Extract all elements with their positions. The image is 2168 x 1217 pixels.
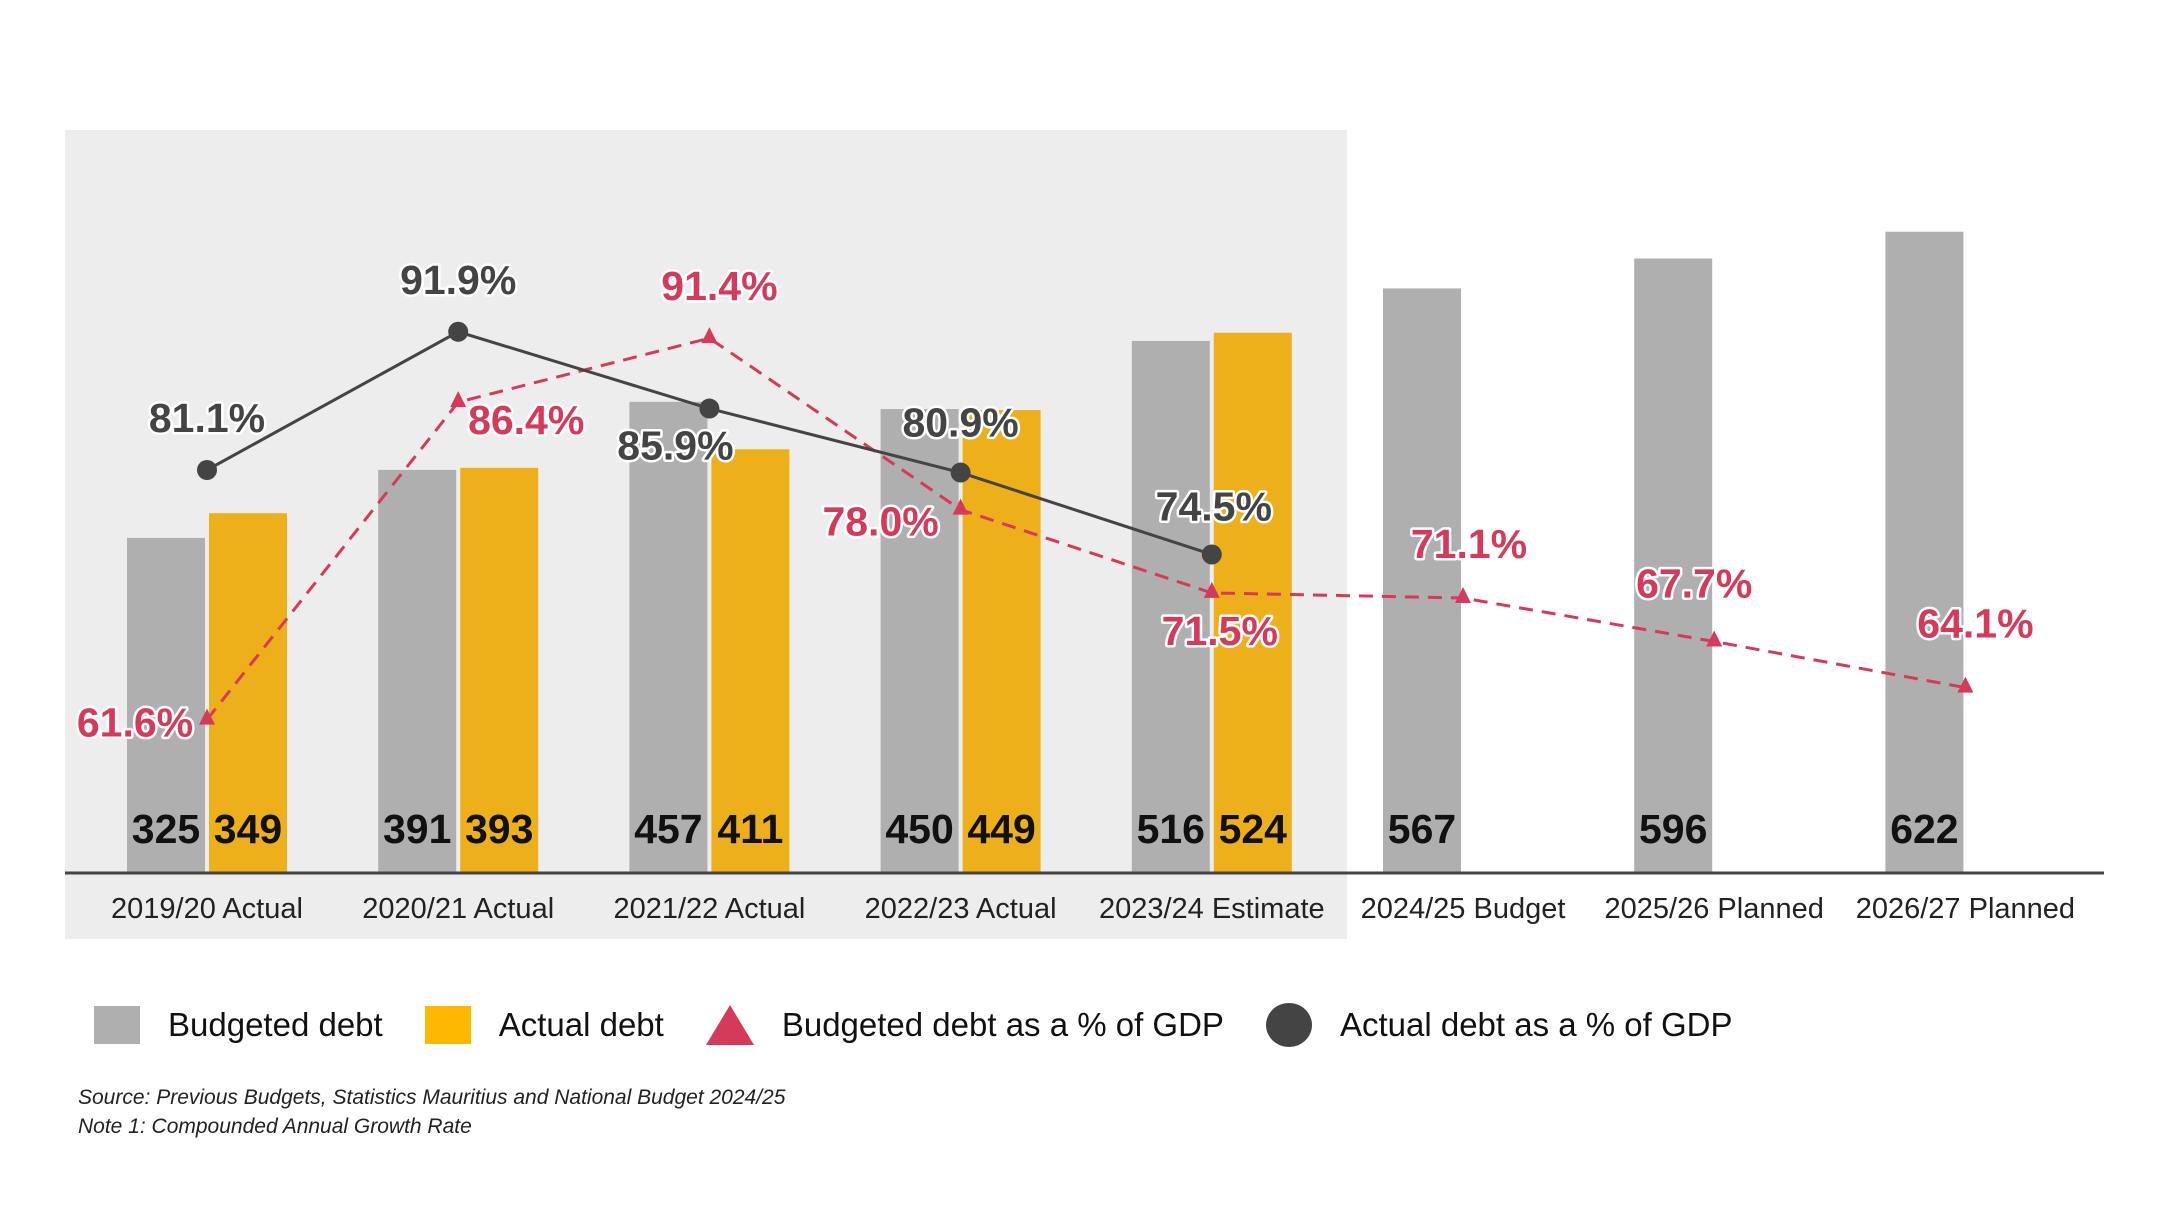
bar-label-budgeted: 450 bbox=[885, 806, 953, 852]
footnotes: Source: Previous Budgets, Statistics Mau… bbox=[78, 1083, 785, 1141]
legend-label: Budgeted debt as a % of GDP bbox=[781, 1006, 1224, 1043]
source-note: Source: Previous Budgets, Statistics Mau… bbox=[78, 1086, 786, 1109]
bar-actual-debt bbox=[962, 410, 1041, 873]
bar-budgeted-debt bbox=[880, 409, 959, 873]
bar-label-budgeted: 325 bbox=[132, 806, 200, 852]
bar-actual-debt bbox=[460, 467, 539, 873]
actual-pct-label: 74.5% bbox=[1156, 483, 1272, 529]
bar-label-budgeted: 457 bbox=[634, 806, 702, 852]
category-label: 2019/20 Actual bbox=[111, 893, 303, 925]
legend-item-budgeted-debt: Budgeted debt bbox=[94, 1006, 383, 1044]
circle-marker bbox=[448, 321, 469, 342]
yellow-square-icon bbox=[424, 1006, 471, 1044]
legend-item-actual-debt: Actual debt bbox=[424, 1006, 664, 1044]
circle-marker bbox=[1201, 544, 1222, 565]
legend-item-actual-pct: Actual debt as a % of GDP bbox=[1265, 1003, 1733, 1047]
legend-label: Budgeted debt bbox=[168, 1006, 383, 1043]
legend: Budgeted debt Actual debt Budgeted debt … bbox=[94, 1003, 1775, 1047]
bar-label-actual: 411 bbox=[717, 806, 783, 852]
bar-label-actual: 393 bbox=[465, 806, 533, 852]
bar-label-budgeted: 622 bbox=[1890, 806, 1958, 852]
bar-budgeted-debt bbox=[629, 401, 708, 873]
bar-actual-debt bbox=[1213, 332, 1292, 874]
triangle-marker bbox=[701, 327, 718, 344]
circle-marker bbox=[197, 460, 217, 480]
triangle-marker bbox=[1706, 630, 1723, 647]
bar-actual-debt bbox=[209, 513, 287, 873]
triangle-marker bbox=[199, 708, 215, 725]
budgeted-pct-label: 64.1% bbox=[1917, 601, 2033, 647]
growth-rate-note: Note 1: Compounded Annual Growth Rate bbox=[78, 1115, 472, 1138]
category-label: 2025/26 Planned bbox=[1605, 893, 1824, 925]
circle-marker bbox=[950, 462, 971, 483]
bar-actual-debt bbox=[711, 449, 790, 873]
bar-label-actual: 524 bbox=[1219, 806, 1288, 852]
budgeted-pct-label: 71.5% bbox=[1162, 608, 1278, 654]
budgeted-pct-label: 61.6% bbox=[77, 700, 193, 746]
bar-label-budgeted: 596 bbox=[1639, 806, 1707, 852]
triangle-icon bbox=[705, 1005, 754, 1045]
budgeted-pct-label: 91.4% bbox=[661, 263, 777, 309]
budgeted-pct-label: 71.1% bbox=[1411, 521, 1527, 567]
bar-label-budgeted: 567 bbox=[1388, 806, 1456, 852]
category-label: 2023/24 Estimate bbox=[1099, 893, 1325, 925]
triangle-marker bbox=[1203, 581, 1220, 598]
category-label: 2024/25 Budget bbox=[1361, 893, 1566, 925]
legend-label: Actual debt bbox=[498, 1006, 664, 1043]
budgeted-pct-line bbox=[205, 336, 1966, 721]
category-label: 2022/23 Actual bbox=[865, 893, 1057, 925]
bar-budgeted-debt bbox=[1383, 288, 1461, 874]
legend-label: Actual debt as a % of GDP bbox=[1339, 1006, 1733, 1043]
category-label: 2021/22 Actual bbox=[613, 893, 805, 925]
bar-budgeted-debt bbox=[1634, 258, 1713, 873]
bar-budgeted-debt bbox=[1131, 341, 1210, 873]
actual-pct-label: 81.1% bbox=[149, 395, 265, 441]
gray-square-icon bbox=[94, 1006, 140, 1044]
bar-label-budgeted: 391 bbox=[383, 806, 451, 852]
triangle-marker bbox=[1957, 676, 1974, 693]
circle-marker bbox=[699, 398, 720, 419]
category-label: 2020/21 Actual bbox=[362, 893, 554, 925]
category-label: 2026/27 Planned bbox=[1856, 893, 2075, 925]
actual-pct-label: 85.9% bbox=[617, 423, 733, 469]
triangle-marker bbox=[952, 498, 969, 515]
triangle-marker bbox=[1455, 587, 1471, 603]
budgeted-pct-label: 67.7% bbox=[1636, 561, 1752, 607]
bar-label-actual: 349 bbox=[214, 806, 282, 852]
triangle-marker bbox=[450, 391, 467, 408]
bar-label-budgeted: 516 bbox=[1137, 806, 1205, 852]
budgeted-pct-label: 86.4% bbox=[468, 397, 584, 443]
budgeted-pct-label: 78.0% bbox=[822, 499, 938, 545]
bar-label-actual: 449 bbox=[967, 806, 1035, 852]
legend-item-budgeted-pct: Budgeted debt as a % of GDP bbox=[705, 1005, 1224, 1045]
circle-icon bbox=[1265, 1003, 1312, 1047]
bar-budgeted-debt bbox=[378, 469, 457, 873]
bar-budgeted-debt bbox=[127, 537, 205, 873]
bar-budgeted-debt bbox=[1885, 231, 1964, 873]
actual-pct-label: 80.9% bbox=[902, 400, 1018, 446]
actual-pct-label: 91.9% bbox=[400, 257, 516, 303]
